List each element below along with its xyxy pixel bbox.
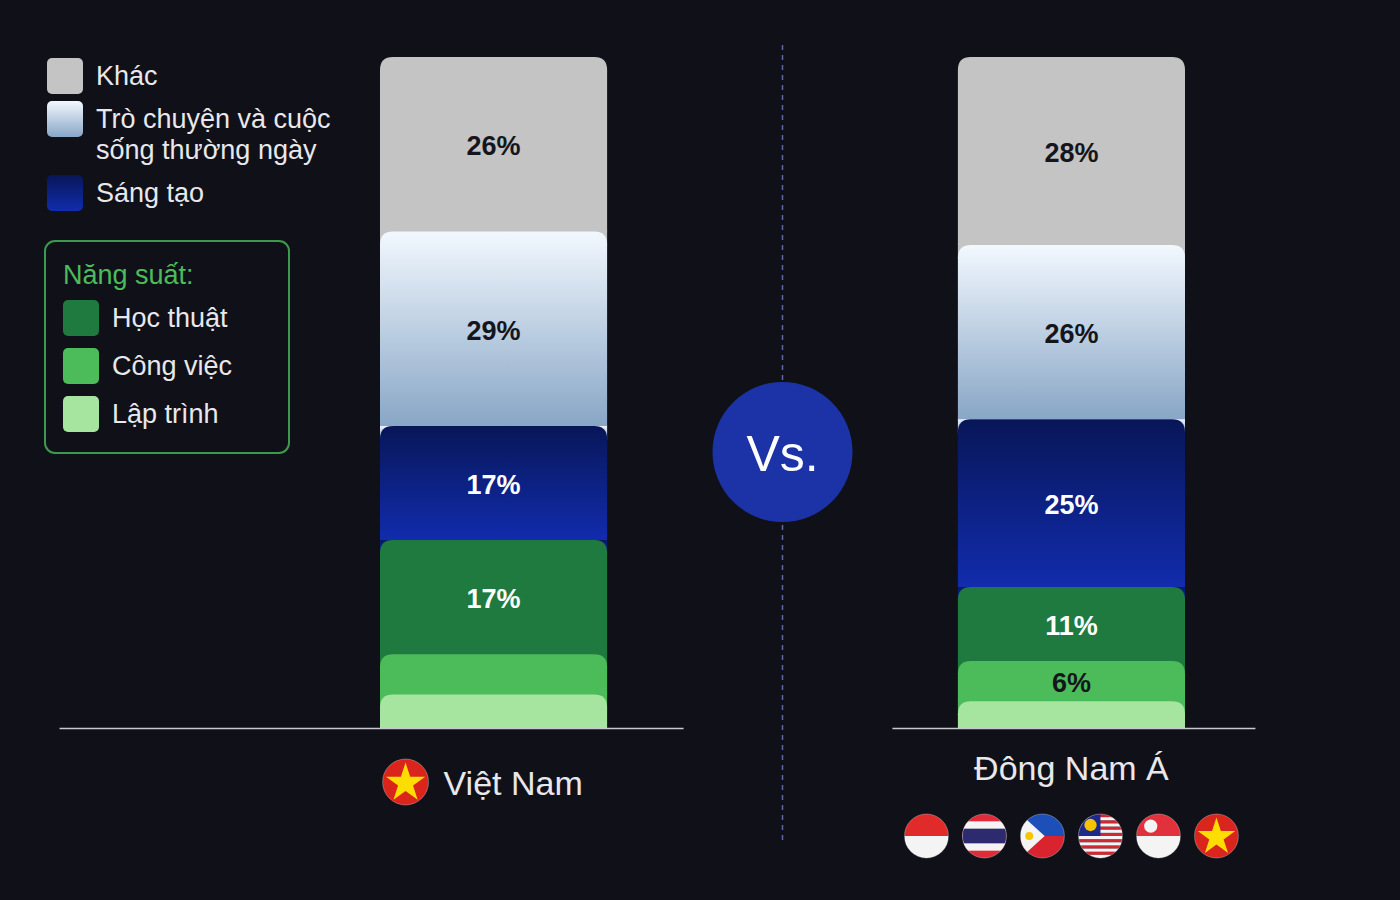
bar-segment	[380, 426, 607, 540]
flag	[1194, 814, 1238, 858]
bar-segment	[380, 694, 607, 728]
baselines	[60, 728, 1256, 729]
flag	[383, 759, 429, 805]
bar-segment	[958, 57, 1185, 245]
legend-swatch	[47, 175, 83, 211]
data-label: 6%	[1052, 668, 1091, 698]
category-labels: Việt Nam Đông Nam Á	[383, 749, 1239, 858]
flag-ring	[904, 814, 948, 858]
flag-ring	[1078, 814, 1122, 858]
data-label: 17%	[467, 470, 521, 500]
legend-swatch	[47, 101, 83, 137]
baseline	[892, 728, 1255, 730]
bar-segment	[958, 661, 1185, 701]
flag-ring	[1136, 814, 1180, 858]
bar-segment	[380, 654, 607, 694]
bar-segment	[958, 245, 1185, 419]
data-label: 25%	[1044, 490, 1098, 520]
bar-segment	[958, 419, 1185, 587]
data-label: 26%	[1044, 319, 1098, 349]
chart: 17% 17% 29% 26% 6% 11% 25% 26% 28% Vs. Việt Nam Đôn…	[0, 0, 1400, 900]
legend-label: Công việc	[112, 351, 232, 381]
flag-ring	[383, 759, 429, 805]
legend-label: Lập trình	[112, 399, 219, 429]
data-label: 11%	[1045, 611, 1098, 641]
legend-group-box	[45, 241, 289, 453]
legend-label: Khác	[96, 61, 158, 91]
category-label: Đông Nam Á	[974, 749, 1169, 787]
background	[0, 0, 1400, 900]
data-label: 26%	[467, 131, 521, 161]
flag	[962, 814, 1006, 858]
data-label: 17%	[467, 584, 521, 614]
bar-segment	[380, 57, 607, 231]
data-label: 28%	[1044, 138, 1098, 168]
baseline	[60, 728, 684, 730]
flag-ring	[1194, 814, 1238, 858]
flag-ring	[1020, 814, 1064, 858]
flag-ring	[962, 814, 1006, 858]
legend-swatch	[63, 396, 99, 432]
legend-swatch	[63, 300, 99, 336]
data-label: 29%	[467, 316, 521, 346]
legend-group-title: Năng suất:	[63, 260, 194, 290]
bar-segment	[958, 701, 1185, 728]
flag	[1078, 814, 1122, 858]
legend-swatch	[47, 58, 83, 94]
bar-segment	[380, 231, 607, 426]
flag	[1020, 814, 1064, 858]
legend-label: Học thuật	[112, 303, 228, 333]
annotation: Vs.	[746, 426, 818, 482]
flag	[1136, 814, 1180, 858]
vs-badge	[713, 382, 853, 522]
legend-swatch	[63, 348, 99, 384]
flag	[904, 814, 948, 858]
bar-segment	[380, 540, 607, 654]
category-label: Việt Nam	[444, 764, 583, 802]
legend: Khác Trò chuyện và cuộcsống thường ngày Sá…	[45, 58, 331, 453]
legend-label: Trò chuyện và cuộcsống thường ngày	[96, 104, 331, 165]
legend-label: Sáng tạo	[96, 178, 204, 208]
bar-segment	[958, 587, 1185, 661]
